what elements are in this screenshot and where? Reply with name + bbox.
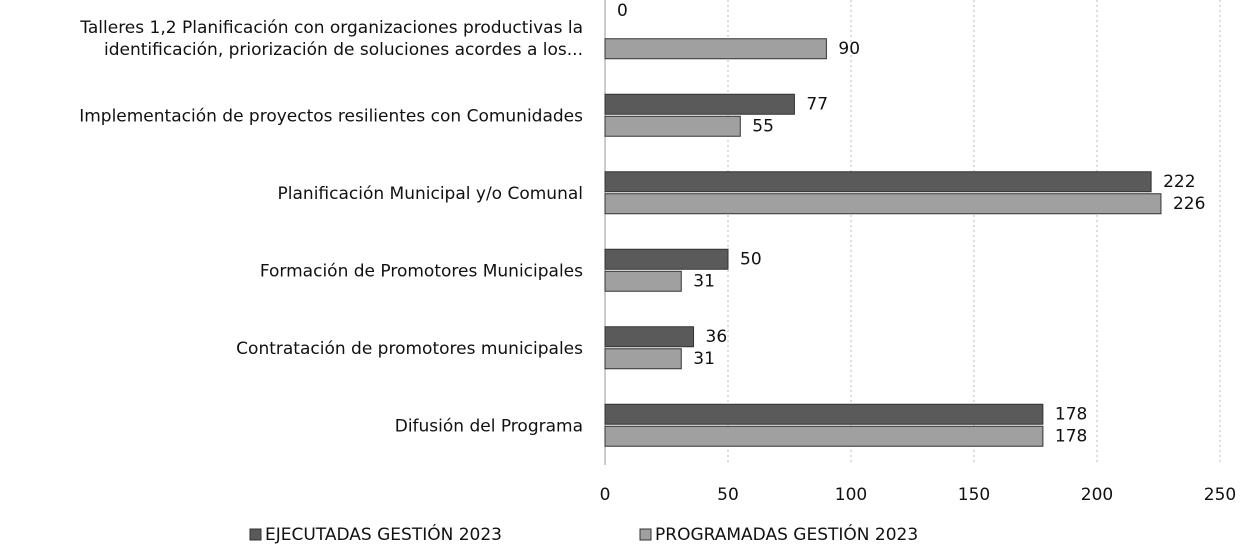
bar (604, 193, 1162, 215)
x-tick-label: 250 (1204, 485, 1236, 505)
value-label: 55 (752, 116, 774, 136)
bar (604, 270, 682, 292)
value-label: 50 (740, 249, 762, 269)
x-tick-label: 0 (600, 485, 611, 505)
value-label: 0 (617, 1, 628, 21)
legend-swatch (639, 528, 652, 541)
y-tick-label: Difusión del Programa (395, 416, 583, 436)
y-tick-label: Planificación Municipal y/o Comunal (278, 184, 583, 204)
bar (604, 425, 1044, 447)
y-tick-label: Contratación de promotores municipales (236, 339, 583, 359)
bar (604, 348, 682, 370)
y-tick-label: Implementación de proyectos resilientes … (79, 106, 583, 126)
bar (604, 93, 795, 115)
legend-swatch (249, 528, 262, 541)
x-tick-label: 100 (835, 485, 867, 505)
value-label: 178 (1055, 426, 1087, 446)
value-label: 31 (693, 349, 715, 369)
bar (604, 248, 729, 270)
bar (604, 38, 827, 60)
value-label: 36 (706, 327, 728, 347)
value-label: 31 (693, 271, 715, 291)
y-tick-label: Formación de Promotores Municipales (260, 261, 583, 281)
bar (604, 403, 1044, 425)
bar (604, 115, 741, 137)
legend-label: PROGRAMADAS GESTIÓN 2023 (655, 523, 918, 545)
y-tick-label: Talleres 1,2 Planificación con organizac… (79, 18, 583, 60)
value-label: 222 (1163, 172, 1195, 192)
x-tick-label: 200 (1081, 485, 1113, 505)
legend-label: EJECUTADAS GESTIÓN 2023 (265, 523, 502, 545)
x-tick-label: 150 (958, 485, 990, 505)
value-label: 90 (838, 39, 860, 59)
value-label: 77 (806, 94, 828, 114)
x-tick-label: 50 (717, 485, 739, 505)
value-label: 178 (1055, 404, 1087, 424)
bar (604, 171, 1152, 193)
value-label: 226 (1173, 194, 1205, 214)
bar (604, 326, 695, 348)
